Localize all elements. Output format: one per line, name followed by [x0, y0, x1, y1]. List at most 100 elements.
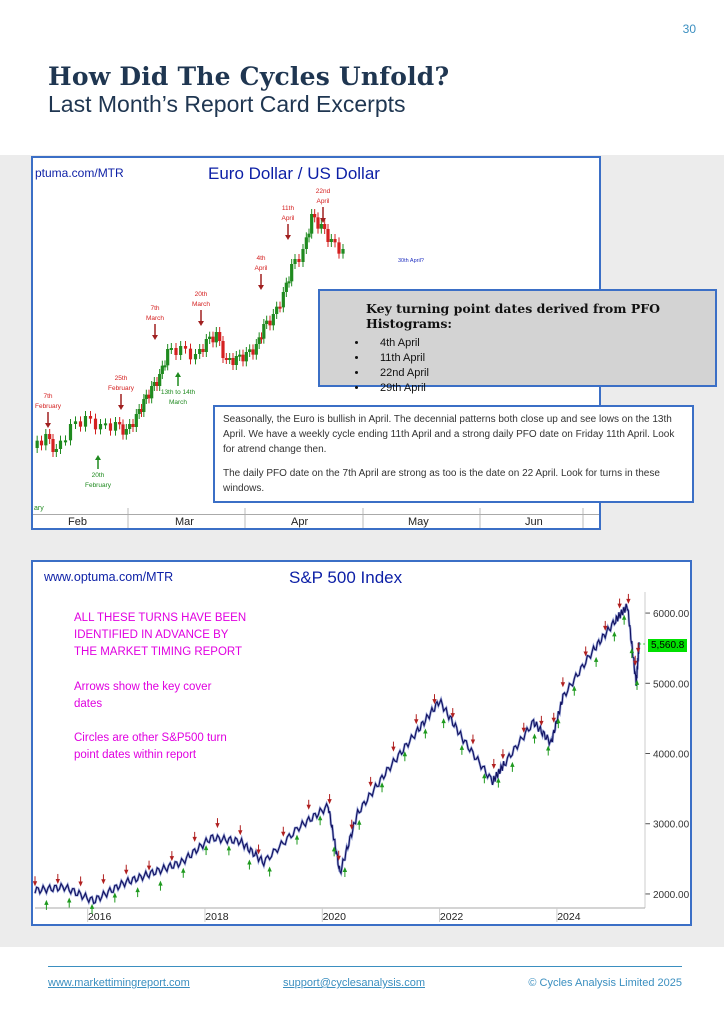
spx-arrow-green [532, 733, 537, 739]
euro-x-label: Jun [525, 516, 543, 528]
euro-candle [68, 424, 73, 441]
page-number: 30 [682, 22, 696, 36]
euro-candle [313, 214, 317, 218]
footer-email-link[interactable]: support@cyclesanalysis.com [283, 977, 425, 989]
euro-candle [221, 341, 225, 358]
euro-candle [316, 217, 320, 229]
euro-candle [262, 324, 266, 339]
euro-candle [287, 281, 291, 284]
spx-arrow-green [44, 899, 49, 905]
spx-arrow-green [331, 846, 337, 852]
spx-arrow-red [500, 754, 506, 760]
euro-annotation-red: 7th [43, 393, 52, 400]
spx-arrow-green [112, 892, 118, 898]
euro-candle [193, 354, 198, 360]
euro-candle [142, 399, 146, 412]
euro-annotation-red: April [254, 265, 268, 272]
euro-candle [307, 233, 311, 238]
euro-candle [179, 346, 183, 355]
euro-candle [88, 416, 93, 419]
spx-arrow-green [423, 728, 428, 734]
euro-candle [281, 292, 285, 308]
euro-candle [137, 409, 141, 414]
spx-y-tick-label: 5000.00 [653, 679, 690, 690]
euro-candle [147, 394, 151, 399]
euro-candle [231, 358, 235, 365]
spx-x-label: 2020 [323, 911, 347, 923]
euro-candle [152, 382, 156, 386]
euro-candle [51, 439, 55, 452]
euro-candle [83, 416, 88, 427]
pfo-date-item: 4th April [368, 337, 701, 349]
euro-candle [121, 424, 125, 435]
euro-candle [211, 336, 215, 343]
footer-divider [48, 966, 682, 967]
spx-arrow-red [626, 598, 631, 604]
spx-arrow-red [192, 836, 197, 842]
euro-arrow-red [285, 235, 291, 240]
euro-candle [244, 352, 248, 362]
euro-note-paragraph: The daily PFO date on the 7th April are … [223, 468, 660, 494]
spx-arrow-red [327, 799, 332, 805]
euro-candle [139, 409, 144, 412]
spx-y-tick-label: 2000.00 [653, 890, 690, 901]
spx-note-line: THE MARKET TIMING REPORT [74, 646, 243, 658]
spx-arrow-green [496, 777, 501, 783]
spx-note-advance: ALL THESE TURNS HAVE BEEN IDENTIFIED IN … [74, 610, 246, 661]
spx-x-label: 2018 [205, 911, 229, 923]
euro-candle [174, 348, 178, 355]
pfo-date-item: 11th April [368, 352, 701, 364]
euro-candle [118, 422, 122, 425]
euro-candle [73, 421, 78, 424]
spx-note-line: Circles are other S&P500 turn [74, 732, 227, 744]
euro-candle [268, 320, 272, 326]
footer-website-link[interactable]: www.markettimingreport.com [48, 977, 190, 989]
euro-candle [44, 434, 48, 446]
euro-annotation-red: 7th [150, 305, 159, 312]
spx-arrow-green [556, 718, 561, 724]
euro-candle [124, 429, 128, 435]
spx-arrow-red [306, 804, 311, 810]
pfo-dates-callout: Key turning point dates derived from PFO… [318, 289, 717, 394]
euro-annotation-red: 4th [256, 255, 265, 262]
euro-candle [304, 237, 308, 249]
spx-arrow-green [629, 648, 635, 654]
page-title: How Did The Cycles Unfold? [48, 62, 450, 91]
pfo-callout-heading: Key turning point dates derived from PFO… [366, 301, 660, 331]
euro-candle [150, 386, 154, 399]
euro-annotation-red: 11th [282, 205, 295, 212]
euro-annotation-red: April [316, 198, 330, 205]
spx-y-tick-label: 3000.00 [653, 820, 690, 831]
euro-candle [131, 424, 135, 427]
euro-candle [254, 344, 258, 355]
spx-arrow-red [470, 739, 476, 745]
euro-arrow-red [118, 405, 124, 410]
spx-arrow-red [78, 881, 83, 887]
spx-x-label: 2022 [440, 911, 464, 923]
euro-candle [93, 418, 98, 430]
spx-arrow-green [342, 867, 348, 873]
euro-arrow-red [45, 423, 51, 428]
euro-candle [158, 374, 162, 386]
spx-note-arrows: Arrows show the key cover dates [74, 679, 211, 713]
spx-arrow-green [294, 834, 300, 840]
euro-candle [198, 349, 202, 354]
euro-annotation-red: February [108, 385, 135, 392]
spx-line-chart: 6000.00 5000.00 4000.00 3000.00 2000.00 2016 2… [33, 592, 690, 923]
spx-arrow-green [510, 761, 515, 767]
spx-arrow-green [441, 718, 446, 724]
spx-arrow-green [317, 815, 323, 821]
euro-x-label: Apr [291, 516, 309, 528]
euro-candle [337, 242, 341, 254]
euro-candle [293, 259, 297, 264]
euro-annotation-red: 22nd [316, 188, 331, 195]
sp500-chart: www.optuma.com/MTR S&P 500 Index 6000.00… [31, 560, 692, 926]
euro-candle [128, 424, 132, 429]
spx-arrow-green [546, 745, 551, 751]
euro-candle [103, 423, 108, 426]
spx-y-tick-label: 6000.00 [653, 609, 690, 620]
euro-candle [134, 414, 138, 427]
euro-candle [326, 229, 330, 242]
euro-candle [265, 320, 269, 324]
euro-note-paragraph: Seasonally, the Euro is bullish in April… [223, 414, 675, 455]
